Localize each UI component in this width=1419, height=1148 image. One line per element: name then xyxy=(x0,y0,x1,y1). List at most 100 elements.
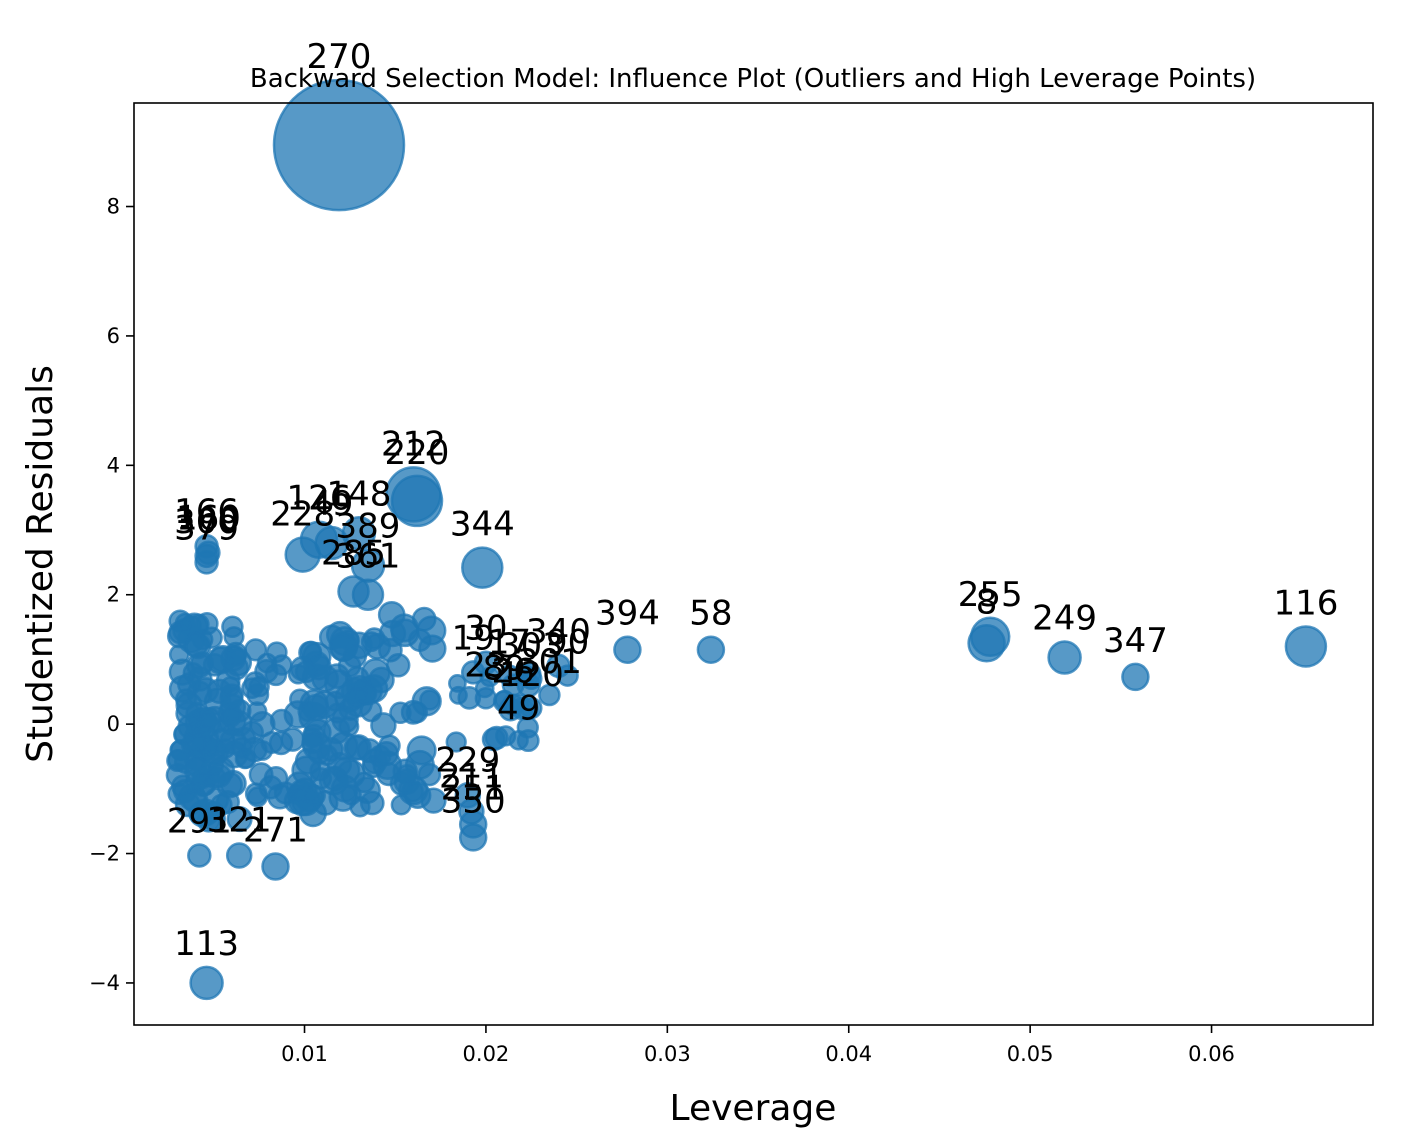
point-label-321: 321 xyxy=(207,801,272,841)
scatter-point-394 xyxy=(613,635,642,664)
point-label-30: 30 xyxy=(464,609,507,649)
point-label-394: 394 xyxy=(595,594,660,634)
scatter-point xyxy=(200,806,226,832)
point-label-120: 120 xyxy=(499,655,564,695)
scatter-point xyxy=(342,644,368,669)
y-axis-ticks: −4 −2 0 2 4 6 8 xyxy=(89,195,134,995)
point-label-255: 255 xyxy=(958,575,1023,615)
scatter-point xyxy=(221,615,244,639)
y-tick-label: 4 xyxy=(107,453,120,477)
scatter-point xyxy=(345,734,372,761)
point-label-379: 379 xyxy=(174,508,239,548)
scatter-point xyxy=(294,660,318,684)
x-tick-label: 0.03 xyxy=(644,1042,691,1066)
chart-title: Backward Selection Model: Influence Plot… xyxy=(250,64,1256,94)
scatter-point xyxy=(309,760,331,782)
scatter-point-301 xyxy=(538,683,561,707)
scatter-point xyxy=(368,666,395,694)
point-label-212: 212 xyxy=(381,424,446,464)
scatter-point xyxy=(338,716,360,738)
scatter-point xyxy=(252,740,274,761)
point-label-49: 49 xyxy=(497,688,540,728)
x-tick-label: 0.02 xyxy=(463,1042,510,1066)
y-axis-label: Studentized Residuals xyxy=(20,365,61,763)
point-label-251: 251 xyxy=(441,768,506,808)
scatter-point xyxy=(373,741,399,767)
scatter-point xyxy=(184,757,212,786)
scatter-point xyxy=(290,786,321,817)
x-tick-label: 0.06 xyxy=(1188,1042,1235,1066)
scatter-point xyxy=(264,663,288,687)
scatter-point-116 xyxy=(1284,625,1328,668)
point-label-220: 220 xyxy=(385,433,450,473)
point-label-126: 126 xyxy=(287,479,352,519)
scatter-point-270 xyxy=(272,78,406,212)
x-tick-label: 0.01 xyxy=(281,1042,328,1066)
scatter-point xyxy=(419,689,441,711)
point-label-8: 8 xyxy=(976,582,998,622)
y-tick-label: 8 xyxy=(107,195,120,219)
point-label-116: 116 xyxy=(1273,584,1338,624)
scatter-point-347 xyxy=(1121,662,1150,692)
point-label-89: 89 xyxy=(482,649,525,689)
point-label-301: 301 xyxy=(517,642,582,682)
scatter-point xyxy=(302,693,330,722)
scatter-point xyxy=(445,731,467,753)
scatter-point xyxy=(226,806,253,833)
scatter-point xyxy=(244,638,268,662)
y-tick-label: 2 xyxy=(107,583,120,607)
scatter-point xyxy=(406,735,437,766)
scatter-point-220 xyxy=(390,474,444,528)
scatter-point-120 xyxy=(520,696,543,720)
point-label-113: 113 xyxy=(174,924,239,964)
point-label-347: 347 xyxy=(1103,621,1168,661)
point-label-270: 270 xyxy=(307,37,372,77)
point-label-340: 340 xyxy=(526,612,591,652)
y-tick-label: 0 xyxy=(107,712,120,736)
point-label-228: 228 xyxy=(270,495,335,535)
point-label-249: 249 xyxy=(1032,599,1097,639)
point-label-285: 285 xyxy=(321,534,386,574)
scatter-point-344 xyxy=(461,546,504,589)
point-label-90: 90 xyxy=(546,623,589,663)
scatter-point xyxy=(219,693,247,721)
point-label-361: 361 xyxy=(336,537,401,577)
point-label-49: 49 xyxy=(310,484,353,524)
scatter-point xyxy=(418,634,447,663)
point-label-389: 389 xyxy=(336,507,401,547)
point-label-160: 160 xyxy=(176,499,241,539)
point-label-211: 211 xyxy=(439,757,504,797)
point-label-350: 350 xyxy=(441,781,506,821)
scatter-point-350 xyxy=(458,823,488,852)
scatter-point xyxy=(484,725,509,750)
scatter-point-49 xyxy=(508,730,529,751)
point-label-229: 229 xyxy=(435,740,500,780)
x-axis-ticks: 0.01 0.02 0.03 0.04 0.05 0.06 xyxy=(281,1025,1235,1066)
scatter-point xyxy=(389,701,412,725)
scatter-point xyxy=(168,675,197,703)
scatter-point xyxy=(180,731,207,758)
point-label-344: 344 xyxy=(450,505,515,545)
scatter-point-361 xyxy=(351,578,385,611)
point-label-19: 19 xyxy=(452,618,495,658)
scatter-point xyxy=(268,730,294,756)
scatter-point-58 xyxy=(696,635,726,664)
scatter-point-255 xyxy=(969,616,1011,658)
scatter-point xyxy=(448,685,468,705)
scatter-point xyxy=(246,701,268,722)
scatter-point-148 xyxy=(341,516,377,551)
scatter-point xyxy=(370,712,397,739)
scatter-point-321 xyxy=(225,842,253,869)
scatter-point-291 xyxy=(187,843,212,868)
scatter-point-249 xyxy=(1047,640,1082,675)
y-tick-label: −4 xyxy=(89,971,120,995)
point-label-58: 58 xyxy=(689,594,732,634)
scatter-point-113 xyxy=(189,965,224,1001)
scatter-point xyxy=(175,700,201,727)
scatter-point xyxy=(248,676,270,698)
scatter-point xyxy=(378,637,403,663)
scatter-point xyxy=(318,737,344,762)
scatter-point-90 xyxy=(556,664,579,687)
